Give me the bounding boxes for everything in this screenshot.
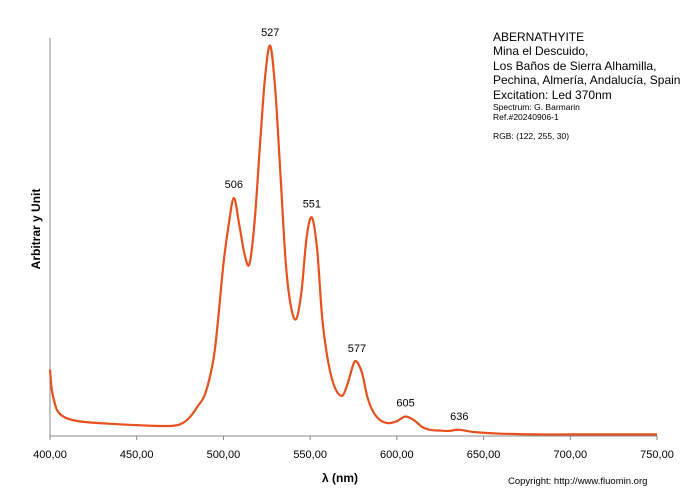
x-axis-ticks: 400,00 450,00 500,00 550,00 600,00 650,00 700,…: [33, 436, 674, 461]
chart-axes: [49, 38, 657, 437]
excitation-info: Excitation: Led 370nm: [493, 87, 612, 102]
spectrum-author: Spectrum: G. Barmarin: [493, 101, 580, 112]
x-tick-label: 500,00: [207, 449, 241, 461]
reference-id: Ref.#20240906-1: [493, 112, 559, 123]
x-tick-label: 550,00: [293, 449, 327, 461]
x-axis-title: λ (nm): [322, 471, 358, 485]
x-tick-label: 750,00: [640, 449, 674, 461]
x-tick-label: 650,00: [467, 449, 501, 461]
peak-label-605: 605: [396, 397, 414, 409]
x-tick-label: 400,00: [33, 449, 67, 461]
spectrum-line: [48, 44, 657, 436]
x-tick-label: 450,00: [120, 449, 154, 461]
copyright-notice: Copyright: http://www.fluomin.org: [508, 476, 648, 487]
mineral-name: ABERNATHYITE: [493, 30, 585, 44]
peak-label-577: 577: [348, 343, 366, 355]
peak-label-551: 551: [303, 198, 321, 210]
peak-label-636: 636: [450, 411, 468, 423]
locality-line-2: Los Baños de Sierra Alhamilla,: [493, 58, 657, 73]
peak-labels: 506 527 551 577 605 636: [225, 27, 469, 423]
locality-line-1: Mina el Descuido,: [493, 44, 589, 59]
locality-line-3: Pechina, Almería, Andalucía, Spain: [493, 73, 681, 88]
plot-area: [48, 44, 657, 436]
x-tick-label: 600,00: [380, 449, 414, 461]
y-axis-title: Arbitrar y Unit: [29, 189, 43, 270]
specimen-info: ABERNATHYITE Mina el Descuido, Los Baños…: [493, 30, 680, 142]
peak-label-527: 527: [261, 27, 279, 39]
peak-label-506: 506: [225, 179, 243, 191]
x-tick-label: 700,00: [553, 449, 587, 461]
rgb-value: RGB: (122, 255, 30): [493, 131, 570, 142]
